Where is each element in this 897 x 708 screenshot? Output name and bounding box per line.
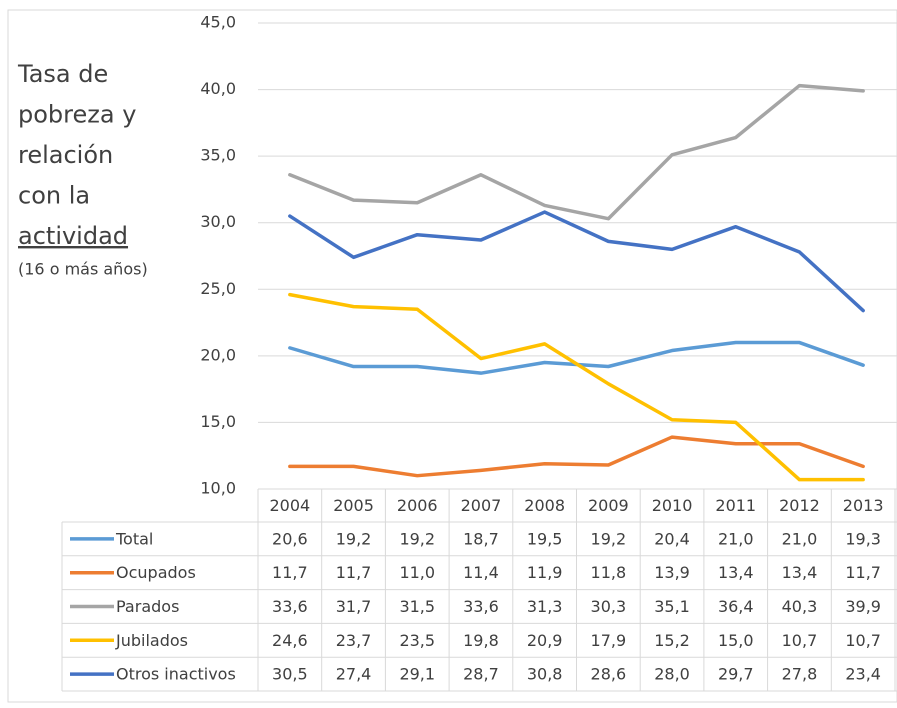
series-line	[288, 292, 865, 482]
y-tick-label: 40,0	[200, 79, 236, 98]
x-tick-label: 2004	[269, 496, 310, 515]
table-cell: 11,4	[463, 563, 499, 582]
table-cell: 30,8	[527, 665, 563, 684]
table-cell: 10,7	[782, 631, 818, 650]
table-cell: 13,4	[782, 563, 818, 582]
table-cell: 29,1	[399, 665, 435, 684]
x-tick-label: 2009	[588, 496, 629, 515]
table-cell: 20,6	[272, 529, 308, 548]
table-cell: 11,8	[591, 563, 627, 582]
table-cell: 27,4	[336, 665, 372, 684]
table-cell: 19,5	[527, 529, 563, 548]
table-cell: 19,3	[845, 529, 881, 548]
y-tick-label: 35,0	[200, 146, 236, 165]
table-cell: 33,6	[463, 597, 499, 616]
y-tick-label: 20,0	[200, 345, 236, 364]
legend-label: Jubilados	[115, 631, 188, 650]
legend-label: Ocupados	[116, 563, 196, 582]
x-tick-label: 2013	[843, 496, 884, 515]
table-cell: 28,0	[654, 665, 690, 684]
table-cell: 31,5	[399, 597, 435, 616]
y-tick-label: 25,0	[200, 279, 236, 298]
table-cell: 10,7	[845, 631, 881, 650]
series-line	[288, 340, 865, 375]
table-cell: 36,4	[718, 597, 754, 616]
table-cell: 11,7	[845, 563, 881, 582]
y-tick-label: 15,0	[200, 412, 236, 431]
table-cell: 35,1	[654, 597, 690, 616]
table-cell: 30,3	[591, 597, 627, 616]
title-line: con la	[18, 182, 90, 210]
table-cell: 11,0	[399, 563, 435, 582]
series-line	[288, 210, 865, 313]
x-tick-label: 2010	[652, 496, 693, 515]
table-cell: 29,7	[718, 665, 754, 684]
legend-label: Otros inactivos	[116, 665, 236, 684]
table-cell: 24,6	[272, 631, 308, 650]
title-line: relación	[18, 141, 113, 169]
table-cell: 30,5	[272, 665, 308, 684]
table-cell: 13,4	[718, 563, 754, 582]
table-cell: 27,8	[782, 665, 818, 684]
title-line: Tasa de	[17, 60, 108, 88]
y-tick-label: 10,0	[200, 479, 236, 498]
x-tick-label: 2007	[461, 496, 502, 515]
table-cell: 15,0	[718, 631, 754, 650]
y-tick-label: 45,0	[200, 13, 236, 32]
table-cell: 15,2	[654, 631, 690, 650]
table-cell: 33,6	[272, 597, 308, 616]
table-cell: 19,2	[336, 529, 372, 548]
title-line: actividad	[18, 222, 128, 250]
table-cell: 31,3	[527, 597, 563, 616]
table-cell: 20,9	[527, 631, 563, 650]
title-line: pobreza y	[18, 101, 136, 129]
table-cell: 18,7	[463, 529, 499, 548]
table-cell: 20,4	[654, 529, 690, 548]
x-tick-label: 2008	[524, 496, 565, 515]
table-cell: 28,7	[463, 665, 499, 684]
x-tick-label: 2011	[715, 496, 756, 515]
table-cell: 11,9	[527, 563, 563, 582]
legend-label: Parados	[116, 597, 179, 616]
table-cell: 23,7	[336, 631, 372, 650]
table-cell: 31,7	[336, 597, 372, 616]
table-cell: 19,2	[591, 529, 627, 548]
subtitle: (16 o más años)	[18, 260, 148, 279]
series-line	[288, 83, 865, 221]
x-tick-label: 2005	[333, 496, 374, 515]
table-cell: 19,2	[399, 529, 435, 548]
y-tick-label: 30,0	[200, 212, 236, 231]
table-cell: 17,9	[591, 631, 627, 650]
table-cell: 21,0	[782, 529, 818, 548]
table-cell: 21,0	[718, 529, 754, 548]
table-cell: 11,7	[272, 563, 308, 582]
x-tick-label: 2006	[397, 496, 438, 515]
table-cell: 39,9	[845, 597, 881, 616]
table-cell: 28,6	[591, 665, 627, 684]
table-cell: 23,4	[845, 665, 881, 684]
x-tick-label: 2012	[779, 496, 820, 515]
legend-label: Total	[115, 529, 153, 548]
table-cell: 19,8	[463, 631, 499, 650]
table-cell: 11,7	[336, 563, 372, 582]
table-cell: 40,3	[782, 597, 818, 616]
table-cell: 23,5	[399, 631, 435, 650]
chart-border	[7, 9, 897, 703]
table-cell: 13,9	[654, 563, 690, 582]
series-line	[288, 435, 865, 478]
